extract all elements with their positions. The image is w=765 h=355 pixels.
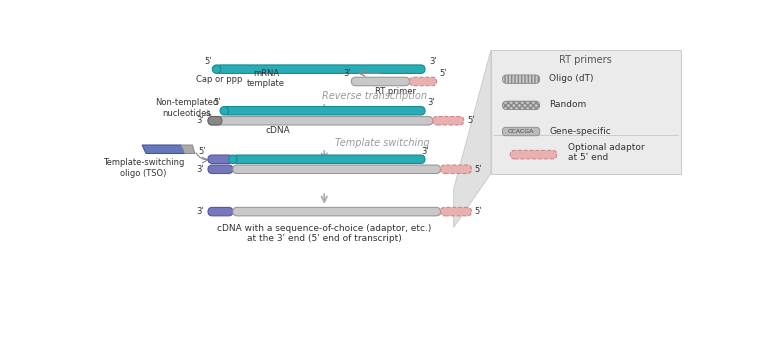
FancyBboxPatch shape [503, 127, 539, 136]
Text: 5ʹ: 5ʹ [204, 56, 212, 66]
Text: CCACGA: CCACGA [508, 129, 534, 133]
FancyBboxPatch shape [409, 77, 437, 86]
FancyBboxPatch shape [503, 75, 539, 83]
FancyBboxPatch shape [208, 165, 233, 174]
Polygon shape [142, 145, 185, 153]
FancyBboxPatch shape [223, 106, 425, 115]
FancyBboxPatch shape [441, 207, 471, 216]
Text: Template-switching
oligo (TSO): Template-switching oligo (TSO) [103, 158, 184, 178]
Text: 3ʹ: 3ʹ [197, 165, 204, 174]
Text: at the 3ʹ end (5ʹ end of transcript): at the 3ʹ end (5ʹ end of transcript) [247, 234, 402, 243]
FancyBboxPatch shape [233, 165, 441, 174]
Text: 5ʹ: 5ʹ [467, 116, 474, 125]
Polygon shape [454, 50, 491, 228]
Text: 3ʹ: 3ʹ [197, 207, 204, 216]
Text: cDNA: cDNA [265, 126, 290, 135]
FancyBboxPatch shape [208, 155, 233, 164]
Text: 5ʹ: 5ʹ [474, 165, 482, 174]
Text: 3ʹ: 3ʹ [429, 56, 437, 66]
Text: 5ʹ: 5ʹ [474, 207, 482, 216]
Text: cDNA with a sequence-of-choice (adaptor, etc.): cDNA with a sequence-of-choice (adaptor,… [217, 224, 431, 234]
FancyBboxPatch shape [351, 77, 409, 86]
Text: Non-templated
nucleotides: Non-templated nucleotides [155, 98, 218, 118]
Text: Cap or ppp: Cap or ppp [197, 75, 243, 84]
Text: Reverse transcription: Reverse transcription [322, 91, 427, 101]
Text: 5ʹ: 5ʹ [213, 98, 221, 107]
Text: Gene-specific: Gene-specific [549, 127, 610, 136]
Circle shape [212, 65, 221, 73]
Circle shape [229, 155, 237, 164]
FancyBboxPatch shape [491, 50, 681, 174]
FancyBboxPatch shape [233, 155, 425, 164]
FancyBboxPatch shape [433, 116, 464, 125]
Text: RT primers: RT primers [559, 55, 612, 65]
Text: 3ʹ: 3ʹ [343, 69, 351, 78]
Polygon shape [181, 145, 195, 153]
Text: 3ʹ: 3ʹ [421, 147, 429, 156]
FancyBboxPatch shape [510, 151, 557, 159]
Text: 3ʹ: 3ʹ [197, 116, 204, 125]
Text: 3ʹ: 3ʹ [428, 98, 435, 107]
FancyBboxPatch shape [503, 101, 539, 110]
FancyBboxPatch shape [233, 207, 441, 216]
Text: Oligo (dT): Oligo (dT) [549, 74, 594, 83]
FancyBboxPatch shape [216, 65, 425, 73]
Text: Optional adaptor
at 5ʹ end: Optional adaptor at 5ʹ end [568, 143, 645, 162]
FancyBboxPatch shape [441, 165, 471, 174]
Circle shape [220, 106, 229, 115]
FancyBboxPatch shape [208, 116, 222, 125]
FancyBboxPatch shape [208, 116, 433, 125]
FancyBboxPatch shape [208, 207, 233, 216]
Text: Random: Random [549, 100, 586, 109]
Text: RT primer: RT primer [375, 87, 416, 95]
Text: 5ʹ: 5ʹ [439, 69, 447, 78]
Text: mRNA
template: mRNA template [247, 69, 285, 88]
Text: Template switching: Template switching [335, 138, 430, 148]
Text: 5ʹ: 5ʹ [198, 147, 206, 156]
